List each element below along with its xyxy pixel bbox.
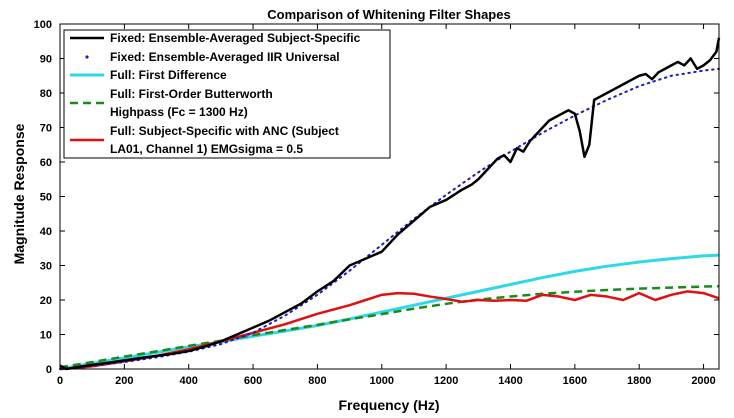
- x-tick-label: 400: [180, 375, 198, 387]
- x-tick-label: 1800: [627, 375, 651, 387]
- y-tick-label: 80: [40, 88, 52, 100]
- y-tick-label: 30: [40, 261, 52, 273]
- series-layer: [59, 37, 721, 371]
- series-ensemble-subject-specific-line: [59, 37, 721, 371]
- legend: Fixed: Ensemble-Averaged Subject-Specifi…: [63, 29, 391, 159]
- x-tick-label: 1400: [498, 375, 522, 387]
- x-tick-label: 800: [308, 375, 326, 387]
- x-tick-label: 2000: [691, 375, 715, 387]
- y-tick-label: 40: [40, 226, 52, 238]
- chart-title: Comparison of Whitening Filter Shapes: [267, 7, 510, 22]
- series-butterworth-highpass-legend-label: Full: First-Order Butterworth: [110, 87, 273, 101]
- series-subject-specific-anc-legend-label: Full: Subject-Specific with ANC (Subject: [110, 124, 339, 138]
- series-first-difference-line: [59, 253, 720, 371]
- x-tick-label: 1600: [563, 375, 587, 387]
- axis-ticks: 0 200 400 600 800 1000 1200 1400 1600 1800 2000 0 10…: [34, 19, 719, 387]
- y-tick-label: 50: [40, 192, 52, 204]
- x-tick-label: 200: [115, 375, 133, 387]
- y-tick-label: 70: [40, 123, 52, 135]
- x-tick-label: 600: [244, 375, 262, 387]
- plot-frame: [59, 23, 720, 370]
- y-tick-label: 10: [40, 330, 52, 342]
- y-axis-label: Magnitude Response: [11, 123, 27, 264]
- y-tick-label: 60: [40, 157, 52, 169]
- y-tick-label: 20: [40, 295, 52, 307]
- series-iir-universal-legend-label: Fixed: Ensemble-Averaged IIR Universal: [110, 50, 340, 64]
- x-tick-label: 1000: [370, 375, 394, 387]
- series-butterworth-highpass-line: [59, 284, 720, 369]
- series-first-difference-legend-label: Full: First Difference: [110, 68, 227, 82]
- series-butterworth-highpass-legend-label: Highpass (Fc = 1300 Hz): [110, 105, 248, 119]
- series-ensemble-subject-specific-legend-label: Fixed: Ensemble-Averaged Subject-Specifi…: [110, 31, 361, 45]
- series-iir-universal-legend-swatch: [85, 55, 89, 59]
- x-axis-label: Frequency (Hz): [338, 397, 439, 413]
- legend-box: [63, 29, 391, 159]
- y-tick-label: 100: [34, 19, 52, 31]
- y-tick-label: 90: [40, 54, 52, 66]
- y-tick-label: 0: [46, 364, 52, 376]
- series-subject-specific-anc-legend-label: LA01, Channel 1) EMGsigma = 0.5: [110, 142, 303, 156]
- x-tick-label: 1200: [434, 375, 458, 387]
- x-tick-label: 0: [57, 375, 63, 387]
